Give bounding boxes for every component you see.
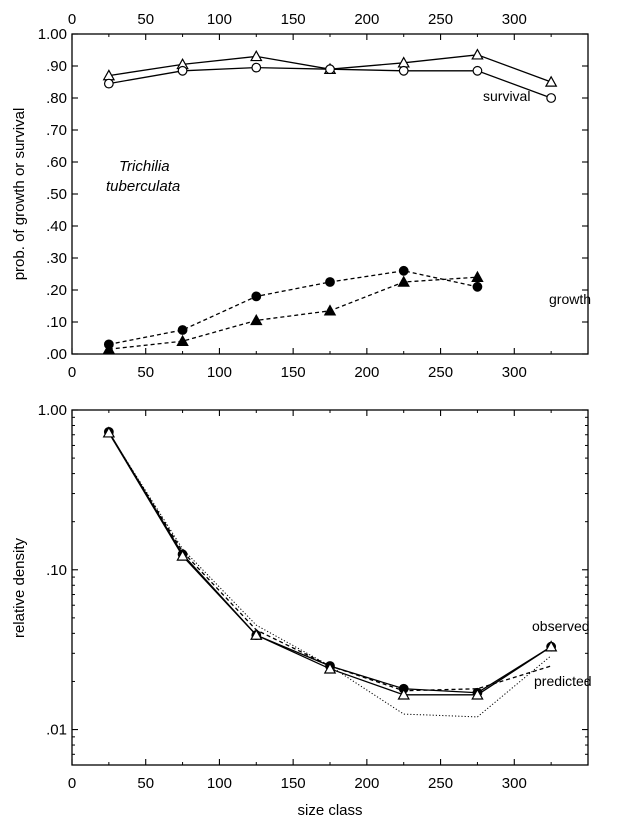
bottom-x-axis-title: size class — [297, 802, 362, 819]
species-label-line2: tuberculata — [106, 178, 180, 195]
bottom-x-tick-label: 300 — [502, 775, 527, 792]
top-y-tick-label: .80 — [46, 90, 67, 107]
relative-density-panel: 0 50 100 150 200 250 300 .01 .10 1.00 relative d… — [11, 402, 592, 819]
bottom-y-axis: .01 .10 1.00 — [38, 402, 588, 765]
top-series-3-line — [109, 277, 478, 349]
top-x-tick-label-upper: 100 — [207, 11, 232, 28]
top-x-tick-label: 50 — [137, 364, 154, 381]
top-series-3-point — [399, 277, 409, 286]
top-series-2-line — [109, 271, 478, 345]
survival-growth-panel: 0 0 50 50 100 100 150 150 200 200 250 250 300 300 .00… — [11, 11, 591, 381]
top-x-tick-label: 300 — [502, 364, 527, 381]
bottom-y-tick-label: 1.00 — [38, 402, 67, 419]
bottom-y-tick-label: .01 — [46, 722, 67, 739]
top-y-tick-label: .50 — [46, 186, 67, 203]
top-x-tick-label: 200 — [354, 364, 379, 381]
bottom-series-2-line — [109, 433, 551, 691]
top-y-tick-label: .30 — [46, 250, 67, 267]
top-series-1-point — [178, 67, 187, 76]
bottom-x-tick-label: 200 — [354, 775, 379, 792]
bottom-series-group — [104, 428, 557, 717]
species-label-line1: Trichilia — [119, 158, 170, 175]
bottom-x-tick-label: 0 — [68, 775, 76, 792]
top-y-tick-label: .60 — [46, 154, 67, 171]
top-series-3-point — [472, 272, 482, 281]
top-series-3-point — [325, 306, 335, 315]
observed-annotation: observed — [532, 618, 590, 634]
bottom-x-tick-label: 50 — [137, 775, 154, 792]
top-series-1-point — [399, 67, 408, 76]
top-series-0-point — [546, 77, 556, 86]
top-series-1-point — [326, 65, 335, 74]
top-x-tick-label-upper: 150 — [281, 11, 306, 28]
top-series-1-point — [252, 63, 261, 72]
top-x-tick-label-upper: 0 — [68, 11, 76, 28]
top-x-tick-label: 100 — [207, 364, 232, 381]
top-series-2-point — [252, 292, 261, 301]
bottom-x-tick-label: 150 — [281, 775, 306, 792]
top-series-2-point — [473, 283, 482, 292]
bottom-x-axis: 0 50 100 150 200 250 300 — [68, 410, 551, 792]
top-series-2-point — [399, 267, 408, 276]
top-y-tick-label: 1.00 — [38, 26, 67, 43]
bottom-x-tick-label: 100 — [207, 775, 232, 792]
top-y-axis-title: prob. of growth or survival — [11, 108, 28, 281]
bottom-series-3-line — [109, 433, 551, 717]
growth-annotation: growth — [549, 291, 591, 307]
top-x-tick-label-upper: 250 — [428, 11, 453, 28]
predicted-annotation: predicted — [534, 673, 592, 689]
top-series-1-point — [105, 79, 114, 88]
top-series-0-point — [251, 51, 261, 60]
top-y-tick-label: .70 — [46, 122, 67, 139]
bottom-series-0-line — [109, 432, 551, 693]
top-y-tick-label: .90 — [46, 58, 67, 75]
top-series-1-point — [473, 67, 482, 76]
bottom-y-axis-title: relative density — [11, 537, 28, 638]
bottom-series-1-line — [109, 433, 551, 695]
top-x-tick-label-upper: 300 — [502, 11, 527, 28]
top-x-tick-label-upper: 50 — [137, 11, 154, 28]
top-y-tick-label: .00 — [46, 346, 67, 363]
top-series-1-point — [547, 94, 556, 103]
survival-annotation: survival — [483, 88, 530, 104]
top-x-tick-label: 150 — [281, 364, 306, 381]
bottom-y-tick-label: .10 — [46, 562, 67, 579]
top-x-tick-label-upper: 200 — [354, 11, 379, 28]
top-y-tick-label: .40 — [46, 218, 67, 235]
top-series-2-point — [178, 326, 187, 335]
top-x-tick-label: 0 — [68, 364, 76, 381]
top-x-tick-label: 250 — [428, 364, 453, 381]
bottom-x-tick-label: 250 — [428, 775, 453, 792]
top-y-tick-label: .10 — [46, 314, 67, 331]
bottom-plot-frame — [72, 410, 588, 765]
top-series-2-point — [326, 278, 335, 287]
top-series-0-point — [472, 50, 482, 59]
top-y-tick-label: .20 — [46, 282, 67, 299]
